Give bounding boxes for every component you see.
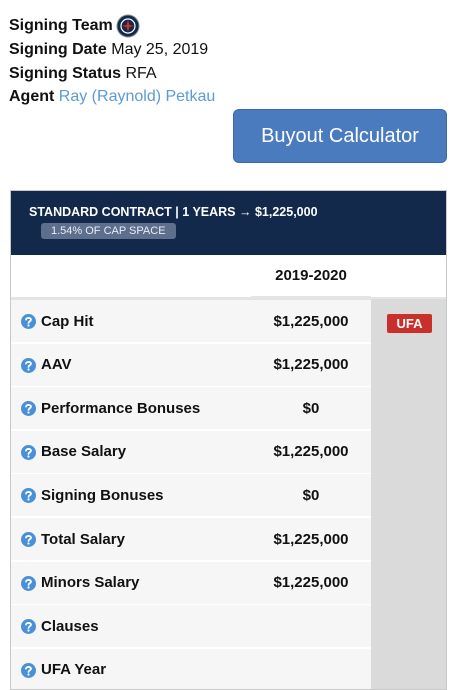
- detail-label: Agent: [9, 88, 55, 105]
- row-value: $1,225,000: [273, 443, 349, 461]
- row-label: Signing Bonuses: [41, 486, 164, 504]
- row-label: AAV: [41, 356, 72, 374]
- help-icon[interactable]: [21, 488, 36, 504]
- contract-box: STANDARD CONTRACT | 1 YEARS → $1,225,000…: [10, 190, 447, 690]
- help-icon[interactable]: [21, 532, 36, 547]
- table-row: AAV $1,225,000: [11, 343, 371, 388]
- table-row: Total Salary $1,225,000: [11, 518, 371, 562]
- row-value: $1,225,000: [273, 356, 349, 374]
- detail-value[interactable]: Ray (Raynold) Petkau: [58, 88, 216, 105]
- row-value: $1,225,000: [273, 312, 349, 330]
- detail-label: Signing Date: [9, 41, 107, 58]
- help-icon[interactable]: [21, 314, 36, 329]
- team-logo: [116, 14, 140, 38]
- help-icon[interactable]: [21, 401, 36, 417]
- row-value: $0: [302, 486, 320, 504]
- help-icon[interactable]: [21, 357, 36, 373]
- table-row: Performance Bonuses $0: [11, 387, 371, 432]
- table-row: UFA Year: [11, 648, 371, 689]
- detail-value: RFA: [125, 65, 157, 82]
- help-icon[interactable]: [21, 619, 36, 635]
- row-label: UFA Year: [41, 661, 107, 679]
- row-value: $0: [302, 399, 320, 417]
- help-icon[interactable]: [21, 575, 36, 591]
- table-row: Minors Salary $1,225,000: [11, 561, 371, 606]
- season-header: 2019-2020: [251, 255, 371, 299]
- row-label: Minors Salary: [41, 574, 140, 592]
- row-label: Base Salary: [41, 443, 127, 461]
- row-value: $1,225,000: [273, 574, 349, 592]
- detail-line: Signing Team: [9, 16, 113, 36]
- detail-line: Agent Ray (Raynold) Petkau: [9, 87, 215, 107]
- detail-label: Signing Status: [9, 65, 121, 82]
- row-label: Performance Bonuses: [41, 399, 201, 417]
- table-row: Clauses: [11, 605, 371, 650]
- help-icon[interactable]: [21, 444, 36, 460]
- detail-label: Signing Team: [9, 17, 113, 34]
- contract-title: STANDARD CONTRACT | 1 YEARS → $1,225,000: [29, 205, 318, 219]
- detail-line: Signing Date May 25, 2019: [9, 40, 208, 60]
- detail-value: May 25, 2019: [111, 41, 209, 58]
- cap-space-pill: 1.54% OF CAP SPACE: [41, 223, 176, 239]
- buyout-calculator-button[interactable]: Buyout Calculator: [233, 109, 447, 163]
- row-value: $1,225,000: [273, 530, 349, 548]
- table-row: Signing Bonuses $0: [11, 474, 371, 519]
- status-badge: UFA: [387, 314, 432, 333]
- row-label: Total Salary: [41, 530, 125, 548]
- table-row: Base Salary $1,225,000: [11, 430, 371, 475]
- status-column: [371, 299, 446, 689]
- row-label: Cap Hit: [41, 312, 94, 330]
- row-label: Clauses: [41, 617, 99, 635]
- header-divider: [11, 297, 446, 300]
- detail-line: Signing Status RFA: [9, 64, 157, 84]
- help-icon[interactable]: [21, 662, 36, 678]
- table-row: Cap Hit $1,225,000: [11, 300, 371, 344]
